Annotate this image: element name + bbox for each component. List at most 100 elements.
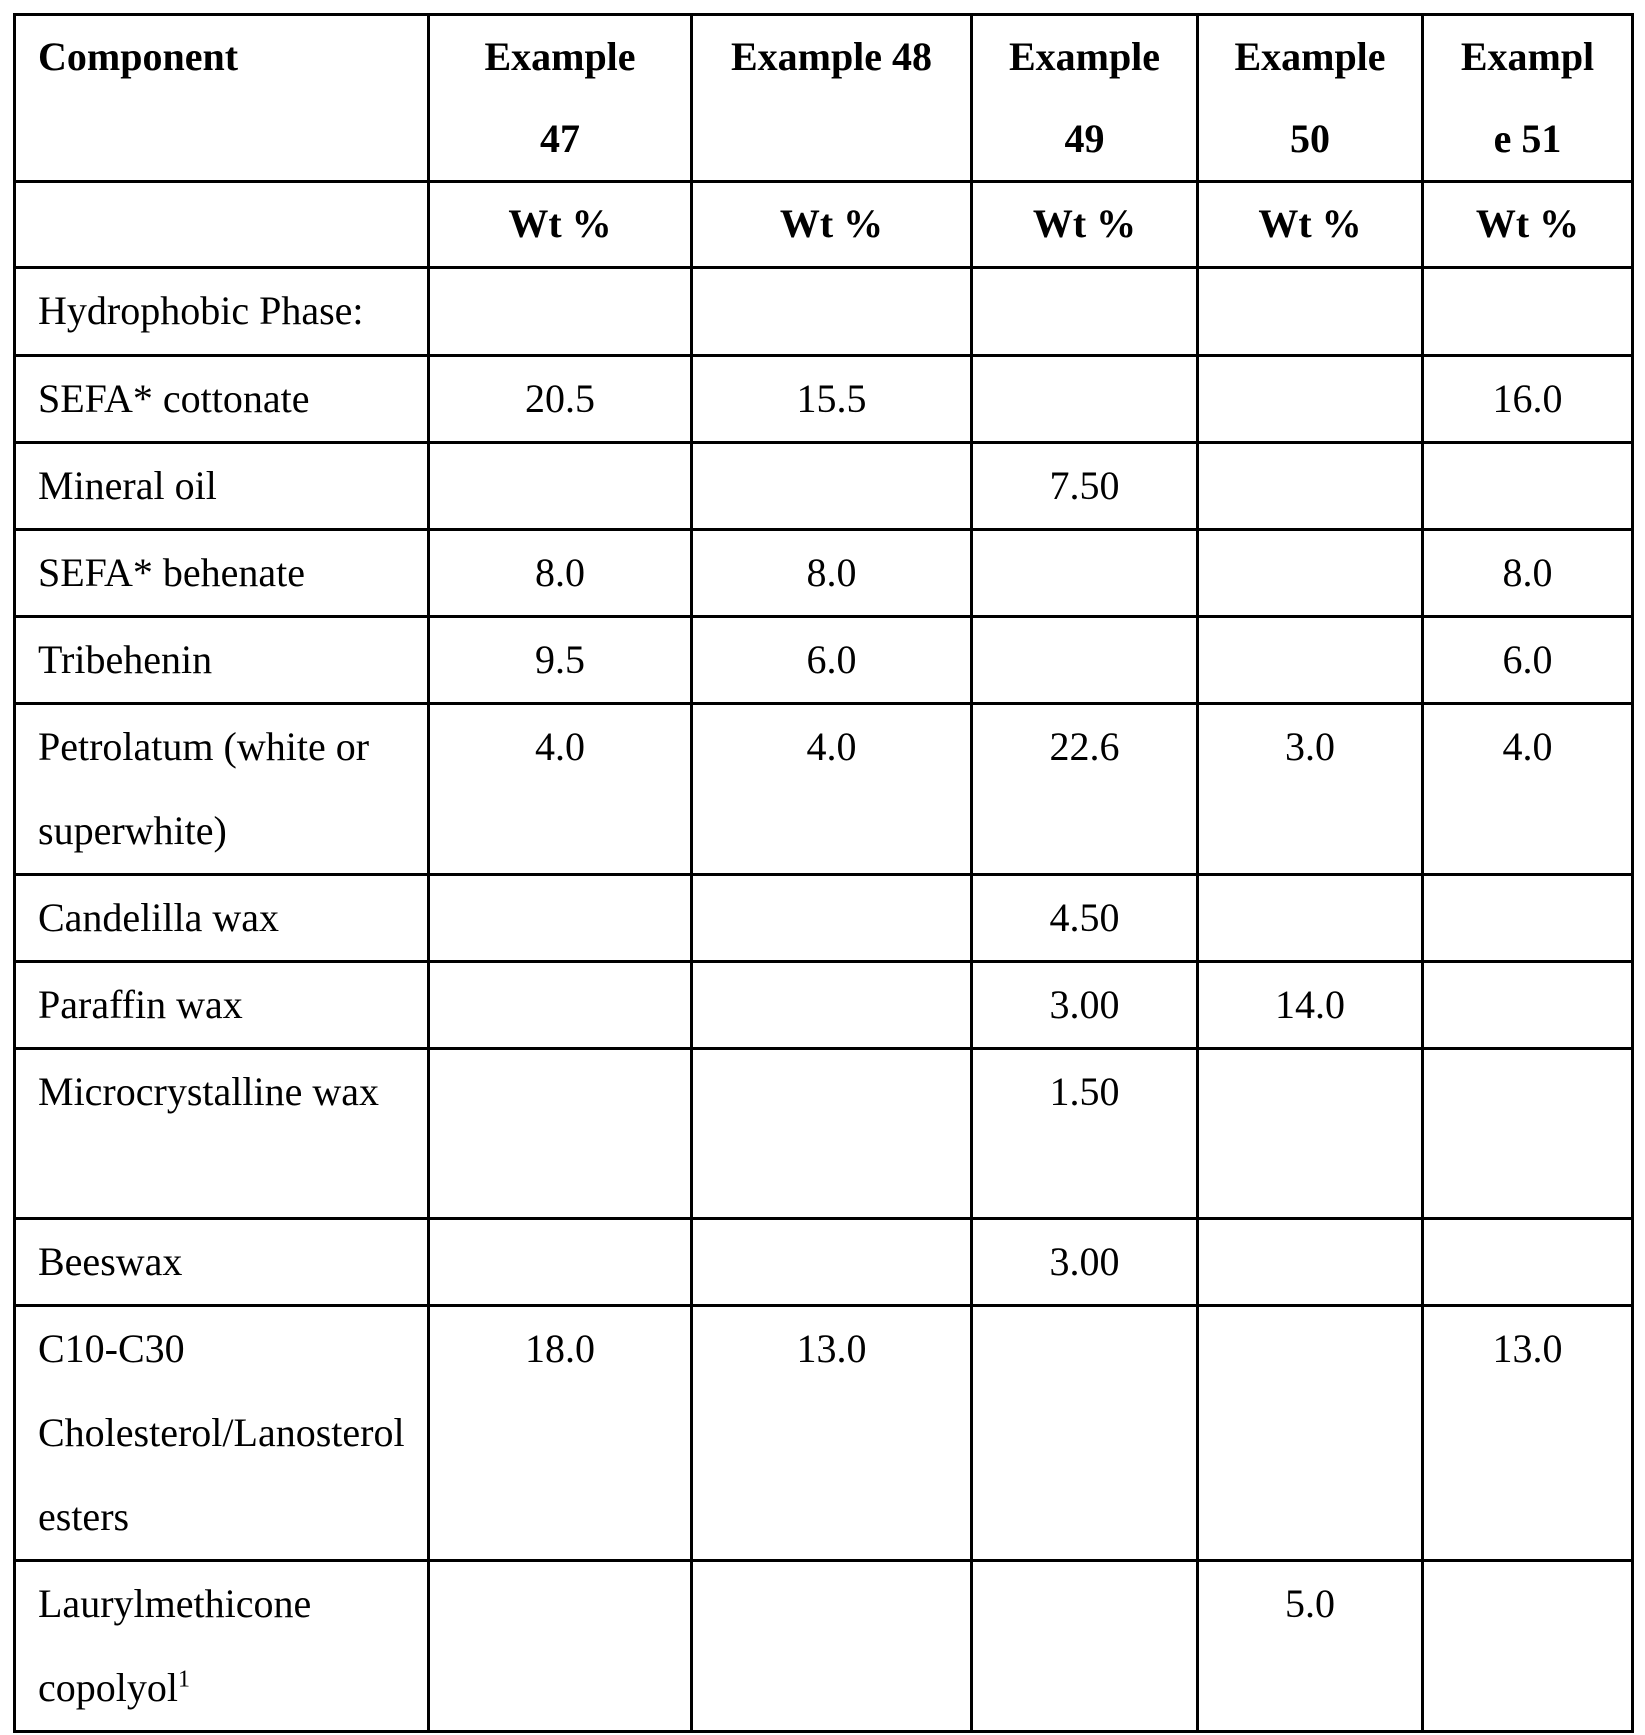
value-cell	[1423, 1049, 1633, 1219]
value-cell: 8.0	[692, 530, 972, 617]
value-cell	[1198, 356, 1423, 443]
component-name: SEFA* cottonate	[38, 376, 309, 421]
component-name: Mineral oil	[38, 463, 217, 508]
value-cell	[429, 1561, 692, 1732]
value-cell	[1423, 443, 1633, 530]
value-cell	[1423, 875, 1633, 962]
value-cell	[692, 268, 972, 356]
component-name: Hydrophobic Phase:	[38, 288, 364, 333]
value-cell	[429, 443, 692, 530]
component-cell: Paraffin wax	[15, 962, 429, 1049]
component-name: Candelilla wax	[38, 895, 279, 940]
value-cell	[972, 1306, 1198, 1561]
value-cell	[972, 268, 1198, 356]
value-cell: 14.0	[1198, 962, 1423, 1049]
value-cell: 5.0	[1198, 1561, 1423, 1732]
value-cell: 6.0	[1423, 617, 1633, 704]
value-cell: 4.0	[429, 704, 692, 875]
header-cell: Exampl e 51	[1423, 15, 1633, 182]
component-cell: Petrolatum (white or superwhite)	[15, 704, 429, 875]
value-cell: 15.5	[692, 356, 972, 443]
units-cell: Wt %	[1423, 182, 1633, 268]
units-cell: Wt %	[692, 182, 972, 268]
header-cell: Example 49	[972, 15, 1198, 182]
value-cell: 1.50	[972, 1049, 1198, 1219]
value-cell: 9.5	[429, 617, 692, 704]
table-row: C10-C30 Cholesterol/Lanosterol esters18.…	[15, 1306, 1633, 1561]
value-cell: 4.0	[692, 704, 972, 875]
value-cell	[1198, 1306, 1423, 1561]
value-cell	[692, 443, 972, 530]
value-cell	[692, 875, 972, 962]
value-cell	[972, 530, 1198, 617]
component-cell: C10-C30 Cholesterol/Lanosterol esters	[15, 1306, 429, 1561]
value-cell	[1198, 1049, 1423, 1219]
component-cell: Tribehenin	[15, 617, 429, 704]
value-cell: 8.0	[429, 530, 692, 617]
component-name: Petrolatum (white or superwhite)	[38, 724, 369, 853]
value-cell	[1423, 1219, 1633, 1306]
value-cell	[1423, 962, 1633, 1049]
component-cell: Laurylmethicone copolyol1	[15, 1561, 429, 1732]
component-name: C10-C30 Cholesterol/Lanosterol esters	[38, 1326, 405, 1539]
value-cell	[1198, 443, 1423, 530]
value-cell: 4.50	[972, 875, 1198, 962]
value-cell: 3.0	[1198, 704, 1423, 875]
component-name: Microcrystalline wax	[38, 1069, 379, 1114]
header-row: Component Example 47 Example 48 Example …	[15, 15, 1633, 182]
component-cell: Mineral oil	[15, 443, 429, 530]
value-cell	[1198, 530, 1423, 617]
table-row: Hydrophobic Phase:	[15, 268, 1633, 356]
units-row: Wt % Wt % Wt % Wt % Wt %	[15, 182, 1633, 268]
component-cell: Microcrystalline wax	[15, 1049, 429, 1219]
table-row: SEFA* cottonate20.515.516.0	[15, 356, 1633, 443]
value-cell: 3.00	[972, 1219, 1198, 1306]
value-cell	[1198, 268, 1423, 356]
value-cell: 6.0	[692, 617, 972, 704]
footnote-marker: 1	[178, 1667, 190, 1693]
value-cell: 13.0	[692, 1306, 972, 1561]
table-row: Microcrystalline wax 1.50	[15, 1049, 1633, 1219]
value-cell	[692, 1561, 972, 1732]
value-cell	[429, 962, 692, 1049]
table-row: Tribehenin9.56.06.0	[15, 617, 1633, 704]
component-cell: SEFA* cottonate	[15, 356, 429, 443]
component-cell: Candelilla wax	[15, 875, 429, 962]
table-row: SEFA* behenate8.08.08.0	[15, 530, 1633, 617]
value-cell	[429, 875, 692, 962]
value-cell: 13.0	[1423, 1306, 1633, 1561]
component-cell: Hydrophobic Phase:	[15, 268, 429, 356]
table-row: Beeswax 3.00	[15, 1219, 1633, 1306]
component-name: Beeswax	[38, 1239, 182, 1284]
formulation-table: Component Example 47 Example 48 Example …	[13, 13, 1634, 1733]
value-cell	[429, 1219, 692, 1306]
table-row: Candelilla wax 4.50	[15, 875, 1633, 962]
value-cell: 3.00	[972, 962, 1198, 1049]
value-cell: 4.0	[1423, 704, 1633, 875]
value-cell	[429, 1049, 692, 1219]
component-name: SEFA* behenate	[38, 550, 305, 595]
value-cell: 22.6	[972, 704, 1198, 875]
value-cell	[692, 1219, 972, 1306]
value-cell	[692, 962, 972, 1049]
value-cell	[972, 1561, 1198, 1732]
units-cell: Wt %	[972, 182, 1198, 268]
value-cell: 16.0	[1423, 356, 1633, 443]
value-cell	[1198, 1219, 1423, 1306]
units-cell: Wt %	[1198, 182, 1423, 268]
header-cell: Example 48	[692, 15, 972, 182]
value-cell: 8.0	[1423, 530, 1633, 617]
table-row: Paraffin wax 3.0014.0	[15, 962, 1633, 1049]
value-cell: 18.0	[429, 1306, 692, 1561]
component-name: Paraffin wax	[38, 982, 243, 1027]
value-cell	[972, 356, 1198, 443]
value-cell	[1198, 875, 1423, 962]
table-row: Laurylmethicone copolyol1 5.0	[15, 1561, 1633, 1732]
units-cell: Wt %	[429, 182, 692, 268]
value-cell	[1423, 1561, 1633, 1732]
table-row: Petrolatum (white or superwhite)4.04.022…	[15, 704, 1633, 875]
component-name: Tribehenin	[38, 637, 212, 682]
units-cell	[15, 182, 429, 268]
value-cell	[1423, 268, 1633, 356]
table-row: Mineral oil7.50	[15, 443, 1633, 530]
